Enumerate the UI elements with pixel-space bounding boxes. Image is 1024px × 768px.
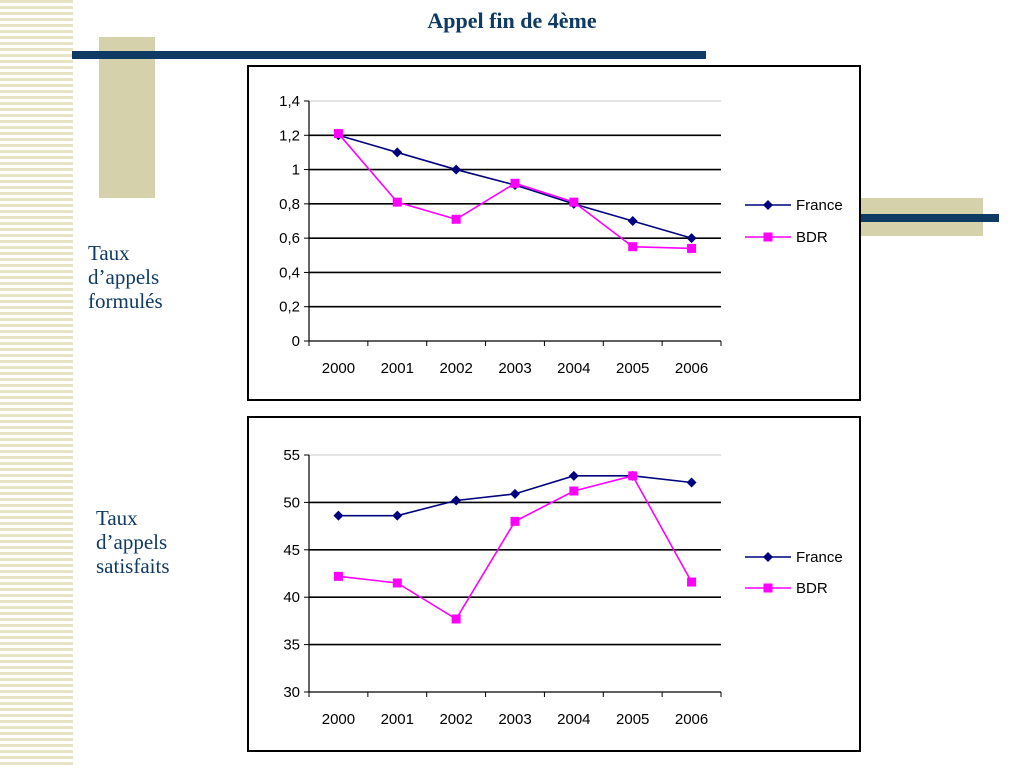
y-tick-label: 1,2 <box>279 127 300 144</box>
data-point-bdr <box>628 471 638 481</box>
y-tick-label: 1 <box>292 162 300 179</box>
data-point-bdr <box>510 516 520 526</box>
y-tick-label: 40 <box>283 589 300 606</box>
data-point-france <box>686 477 697 488</box>
label-line: formulés <box>88 289 163 313</box>
data-point-france <box>392 147 403 158</box>
legend-marker-bdr <box>763 232 773 242</box>
data-point-bdr <box>392 197 402 207</box>
x-tick-label: 2006 <box>675 360 708 377</box>
chart-taux-formules: 0 0,2 0,4 0,6 0,8 1 1,2 1,4 2000 2001 2002 2003 2004… <box>247 65 861 401</box>
y-tick-label: 0,8 <box>279 196 300 213</box>
data-point-bdr <box>628 242 638 252</box>
y-tick-label: 35 <box>283 637 300 654</box>
y-tick-label: 0,2 <box>279 299 300 316</box>
x-tick-label: 2001 <box>381 360 414 377</box>
x-tick-label: 2003 <box>498 711 531 728</box>
y-tick-label: 55 <box>283 447 300 464</box>
chart-svg: 30 35 40 45 50 55 2000 2001 2002 2003 2004 2005 2006… <box>283 447 843 728</box>
y-tick-label: 50 <box>283 494 300 511</box>
label-taux-satisfaits: Taux d’appels satisfaits <box>96 506 170 578</box>
label-line: Taux <box>88 241 130 265</box>
x-tick-label: 2005 <box>616 360 649 377</box>
legend-label-bdr: BDR <box>796 580 828 597</box>
x-tick-label: 2006 <box>675 711 708 728</box>
legend-label-france: France <box>796 197 843 214</box>
x-tick-label: 2002 <box>439 360 472 377</box>
y-tick-label: 1,4 <box>279 93 300 110</box>
legend-marker-france <box>763 200 773 210</box>
x-tick-label: 2000 <box>322 360 355 377</box>
label-line: d’appels <box>88 265 160 289</box>
legend-label-bdr: BDR <box>796 229 828 246</box>
x-tick-label: 2001 <box>381 711 414 728</box>
data-point-france <box>627 216 638 226</box>
data-point-france <box>451 495 462 506</box>
x-tick-label: 2004 <box>557 711 590 728</box>
label-taux-formules: Taux d’appels formulés <box>88 241 163 313</box>
label-line: d’appels <box>96 530 168 554</box>
data-point-france <box>568 470 579 481</box>
x-tick-label: 2003 <box>498 360 531 377</box>
x-tick-label: 2000 <box>322 711 355 728</box>
x-tick-label: 2004 <box>557 360 590 377</box>
data-point-bdr <box>451 614 461 624</box>
decorative-bar-top <box>72 51 706 59</box>
label-line: satisfaits <box>96 554 170 578</box>
data-point-bdr <box>333 129 343 139</box>
legend-marker-bdr <box>763 583 773 593</box>
x-tick-label: 2005 <box>616 711 649 728</box>
legend-marker-france <box>763 552 773 562</box>
y-tick-label: 30 <box>283 684 300 701</box>
decorative-bar-right <box>858 214 999 222</box>
y-tick-label: 0 <box>292 333 300 350</box>
data-point-bdr <box>451 214 461 224</box>
data-point-bdr <box>392 578 402 588</box>
data-point-bdr <box>569 197 579 207</box>
y-tick-label: 45 <box>283 542 300 559</box>
chart-svg: 0 0,2 0,4 0,6 0,8 1 1,2 1,4 2000 2001 2002 2003 2004… <box>279 93 843 377</box>
data-point-bdr <box>510 178 520 188</box>
y-tick-label: 0,6 <box>279 230 300 247</box>
legend-label-france: France <box>796 549 843 566</box>
data-point-france <box>392 510 403 521</box>
data-point-bdr <box>687 243 697 253</box>
striped-side-decoration <box>0 0 73 768</box>
data-point-bdr <box>569 486 579 496</box>
y-tick-label: 0,4 <box>279 264 300 281</box>
x-tick-label: 2002 <box>439 711 472 728</box>
data-point-bdr <box>333 571 343 581</box>
data-point-france <box>686 233 697 244</box>
decorative-block-left <box>99 37 155 198</box>
data-point-france <box>510 488 520 499</box>
data-point-france <box>451 164 462 175</box>
data-point-bdr <box>687 577 697 587</box>
label-line: Taux <box>96 506 138 530</box>
slide-title: Appel fin de 4ème <box>427 8 597 33</box>
data-point-france <box>333 510 344 521</box>
chart-taux-satisfaits: 30 35 40 45 50 55 2000 2001 2002 2003 2004 2005 2006… <box>247 416 861 752</box>
